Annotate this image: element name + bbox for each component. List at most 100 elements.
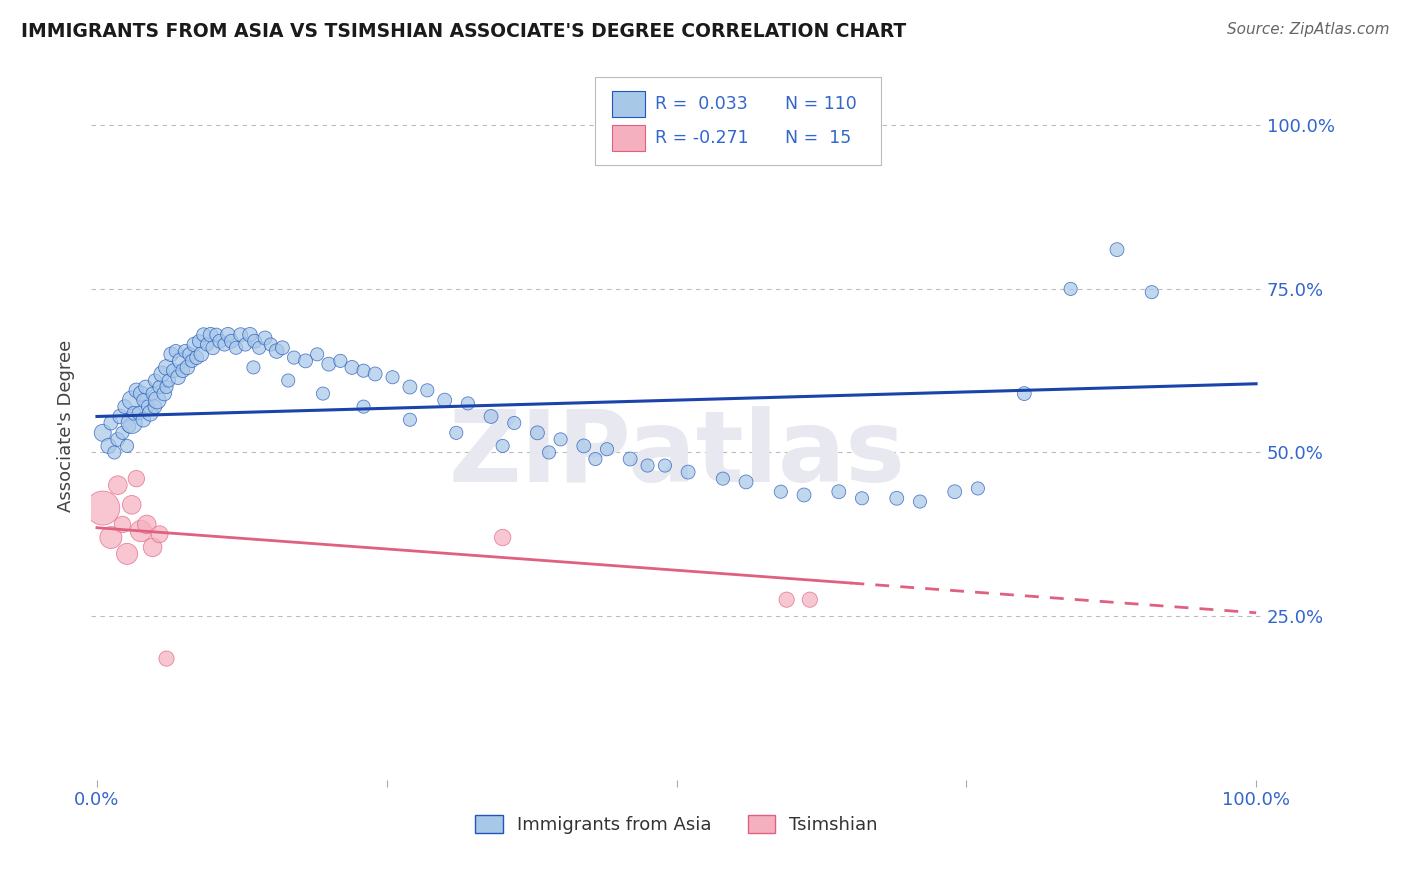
Point [157, 374, 180, 388]
Point [233, 337, 256, 351]
Point [225, 341, 247, 355]
Point [142, 386, 165, 401]
Point [1014, 386, 1036, 401]
Point [416, 384, 439, 398]
Point [457, 396, 479, 410]
Point [172, 364, 194, 378]
Point [271, 341, 294, 355]
Point [139, 406, 162, 420]
Point [399, 380, 422, 394]
Point [155, 651, 177, 665]
Point [128, 406, 150, 420]
Point [146, 393, 169, 408]
Point [136, 400, 159, 414]
Point [122, 406, 145, 420]
Point [340, 360, 363, 375]
Point [908, 494, 931, 508]
Point [91, 425, 114, 440]
Point [155, 360, 177, 375]
Point [247, 341, 270, 355]
Point [221, 334, 243, 349]
Point [277, 374, 299, 388]
Point [160, 347, 183, 361]
Point [283, 351, 305, 365]
Point [135, 380, 157, 394]
Point [129, 386, 152, 401]
Point [167, 370, 190, 384]
Point [132, 393, 155, 408]
Text: R = -0.271: R = -0.271 [655, 129, 749, 147]
Point [353, 400, 375, 414]
Point [115, 547, 138, 561]
Point [353, 364, 375, 378]
Point [492, 439, 515, 453]
Point [193, 327, 215, 342]
Point [242, 360, 264, 375]
Point [550, 433, 572, 447]
Point [329, 354, 352, 368]
Text: N =  15: N = 15 [786, 129, 852, 147]
Point [381, 370, 404, 384]
Point [229, 327, 252, 342]
Point [181, 354, 204, 368]
Point [100, 531, 122, 545]
Point [967, 482, 990, 496]
Point [118, 419, 141, 434]
Point [107, 478, 129, 492]
Point [143, 374, 166, 388]
Text: N = 110: N = 110 [786, 95, 858, 113]
Point [103, 445, 125, 459]
Point [162, 364, 184, 378]
Point [253, 331, 276, 345]
Point [129, 524, 152, 538]
Point [200, 327, 222, 342]
Point [399, 413, 422, 427]
Point [312, 386, 335, 401]
Point [97, 439, 120, 453]
Point [111, 425, 134, 440]
Point [153, 386, 176, 401]
Point [148, 380, 170, 394]
FancyBboxPatch shape [595, 77, 882, 165]
Point [318, 357, 340, 371]
Point [143, 400, 166, 414]
Text: ZIPatlas: ZIPatlas [449, 406, 905, 503]
Text: IMMIGRANTS FROM ASIA VS TSIMSHIAN ASSOCIATE'S DEGREE CORRELATION CHART: IMMIGRANTS FROM ASIA VS TSIMSHIAN ASSOCI… [21, 22, 907, 41]
Point [125, 384, 148, 398]
Point [654, 458, 676, 473]
Point [735, 475, 758, 489]
Point [799, 592, 821, 607]
Point [107, 433, 129, 447]
Point [526, 425, 548, 440]
Text: Source: ZipAtlas.com: Source: ZipAtlas.com [1226, 22, 1389, 37]
Point [266, 344, 288, 359]
Point [243, 334, 266, 349]
Point [217, 327, 239, 342]
Point [596, 442, 619, 457]
Point [195, 337, 218, 351]
Point [208, 334, 231, 349]
Point [479, 409, 502, 424]
Point [174, 344, 197, 359]
Point [186, 351, 208, 365]
Point [142, 541, 165, 555]
Point [676, 465, 699, 479]
Point [176, 360, 198, 375]
Point [125, 472, 148, 486]
Point [169, 354, 191, 368]
Point [1140, 285, 1163, 300]
Point [121, 393, 143, 408]
Point [214, 337, 236, 351]
Point [111, 517, 134, 532]
Point [492, 531, 515, 545]
Point [619, 452, 641, 467]
Point [201, 341, 224, 355]
Point [294, 354, 316, 368]
Point [100, 416, 122, 430]
Point [179, 347, 201, 361]
Point [537, 445, 560, 459]
Point [943, 484, 966, 499]
Point [155, 380, 177, 394]
Point [114, 400, 136, 414]
Point [205, 327, 228, 342]
